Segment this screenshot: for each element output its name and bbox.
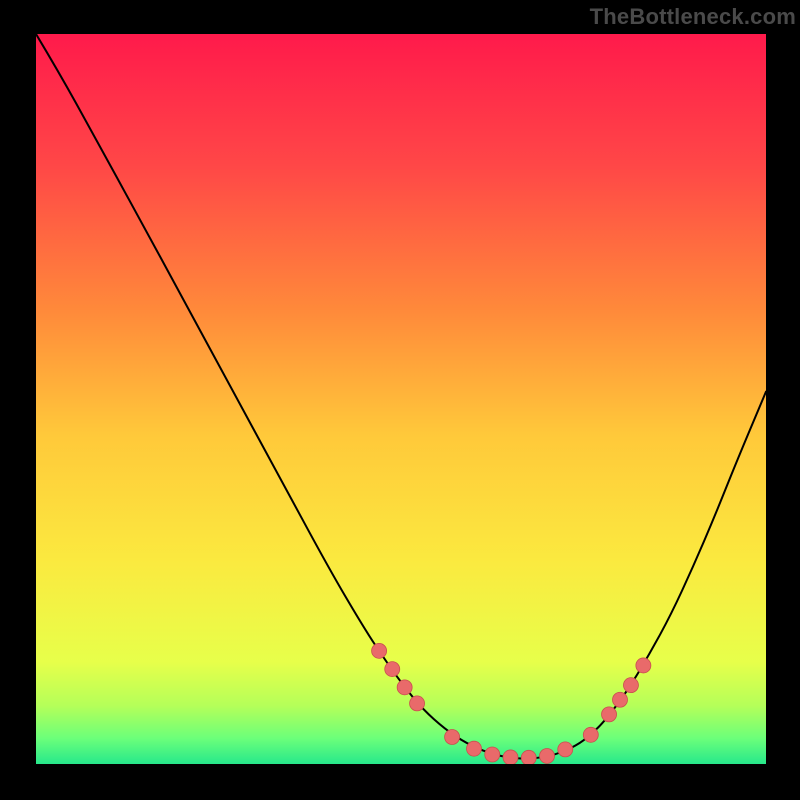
curve-marker: [558, 742, 573, 757]
curve-marker: [521, 750, 536, 764]
curve-marker: [636, 658, 651, 673]
curve-marker: [583, 727, 598, 742]
plot-area: [36, 34, 766, 764]
curve-marker: [372, 643, 387, 658]
curve-marker: [445, 729, 460, 744]
bottleneck-curve: [36, 34, 766, 759]
chart-overlay-svg: [36, 34, 766, 764]
curve-marker: [613, 692, 628, 707]
chart-frame: TheBottleneck.com: [0, 0, 800, 800]
curve-marker: [602, 707, 617, 722]
curve-marker: [410, 696, 425, 711]
curve-marker: [385, 662, 400, 677]
watermark-text: TheBottleneck.com: [590, 4, 796, 30]
curve-marker: [503, 750, 518, 764]
curve-markers-group: [372, 643, 651, 764]
curve-marker: [485, 747, 500, 762]
curve-marker: [467, 741, 482, 756]
curve-marker: [540, 748, 555, 763]
curve-marker: [623, 678, 638, 693]
curve-marker: [397, 680, 412, 695]
